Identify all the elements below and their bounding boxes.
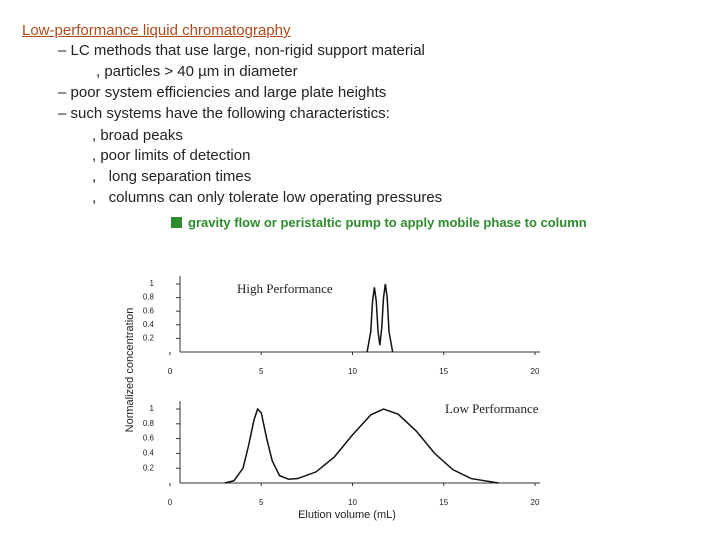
x-tick-label: 10 (348, 367, 357, 376)
x-tick-label: 0 (168, 367, 173, 376)
y-tick-label: 0.8 (143, 293, 155, 302)
x-tick-label: 20 (531, 367, 540, 376)
slide-title: Low-performance liquid chromatography (22, 22, 291, 39)
y-tick-label: 0.8 (143, 419, 155, 428)
data-line (224, 407, 499, 484)
x-tick-label: 10 (348, 498, 357, 507)
text-line: , long separation times (92, 168, 252, 185)
y-tick-label: 1 (150, 404, 155, 413)
annotation: High Performance (237, 281, 333, 296)
text-line: – such systems have the following charac… (58, 105, 390, 122)
x-tick-label: 5 (259, 367, 264, 376)
x-tick-label: 0 (168, 498, 173, 507)
bullet-icon (171, 217, 182, 228)
x-tick-label: 15 (439, 498, 448, 507)
x-tick-label: 15 (439, 367, 448, 376)
y-tick-label: 0.6 (143, 434, 155, 443)
y-tick-label: 1 (150, 279, 155, 288)
text-line: , poor limits of detection (92, 147, 251, 164)
x-axis-label: Elution volume (mL) (298, 509, 396, 521)
text-line: – poor system efficiencies and large pla… (58, 84, 387, 101)
annotation: Low Performance (445, 401, 539, 416)
data-line (366, 283, 394, 353)
text-line: – LC methods that use large, non-rigid s… (58, 42, 425, 59)
y-tick-label: 0.4 (143, 320, 155, 329)
text-line: , particles > 40 µm in diameter (96, 63, 298, 80)
y-tick-label: 0.2 (143, 334, 155, 343)
y-tick-label: 0.2 (143, 463, 155, 472)
y-axis-label: Normalized concentration (124, 308, 136, 433)
x-tick-label: 5 (259, 498, 264, 507)
x-tick-label: 20 (531, 498, 540, 507)
text-line: , broad peaks (92, 127, 183, 144)
y-tick-label: 0.6 (143, 306, 155, 315)
note: gravity flow or peristaltic pump to appl… (188, 215, 587, 230)
text-line: , columns can only tolerate low operatin… (92, 189, 443, 206)
y-tick-label: 0.4 (143, 449, 155, 458)
